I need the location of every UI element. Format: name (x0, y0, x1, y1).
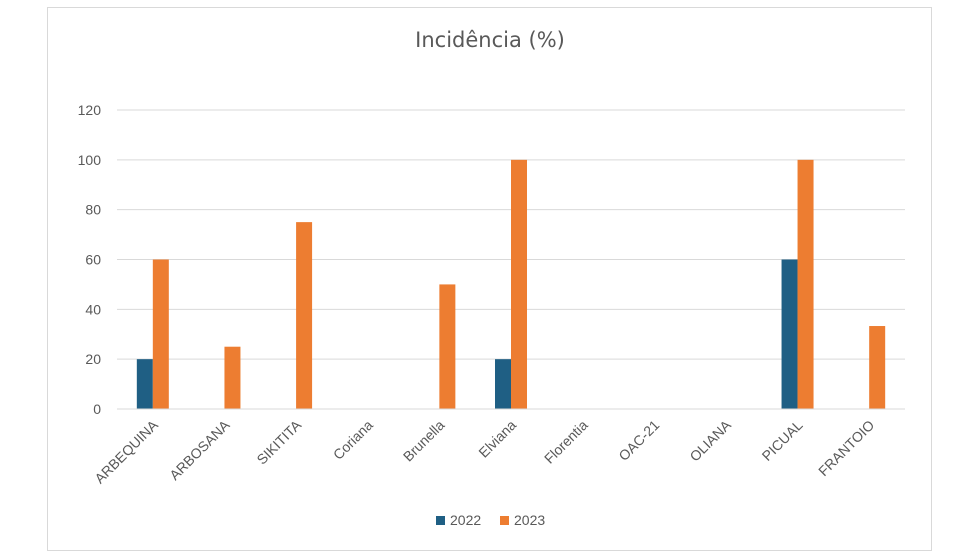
bar-2023-arbequina (152, 259, 169, 409)
x-tick-label: OLIANA (686, 416, 734, 464)
bar-2022-elviana (495, 359, 511, 409)
x-tick-label: Elviana (475, 417, 519, 461)
legend-swatch-2022 (436, 516, 445, 525)
bar-2022-picual (781, 259, 798, 409)
x-tick-label: SIKITITA (253, 416, 304, 467)
y-tick-label: 120 (78, 102, 102, 118)
y-tick-label: 60 (85, 252, 101, 268)
x-tick-label: PICUAL (759, 417, 806, 464)
bars (136, 159, 886, 409)
x-tick-label: ARBOSANA (166, 416, 233, 483)
x-tick-label: ARBEQUINA (91, 416, 161, 486)
legend: 2022 2023 (436, 512, 545, 528)
bar-2022-arbequina (136, 359, 153, 409)
y-tick-label: 20 (85, 351, 101, 367)
legend-swatch-2023 (500, 516, 509, 525)
y-tick-label: 80 (85, 202, 101, 218)
y-axis-ticks: 0 20 40 60 80 100 120 (78, 102, 102, 417)
x-tick-label: Coriana (330, 417, 376, 463)
x-axis-labels: ARBEQUINA ARBOSANA SIKITITA Coriana Brunella… (91, 416, 877, 486)
legend-label: 2023 (514, 512, 545, 528)
y-tick-label: 40 (85, 301, 101, 317)
y-tick-label: 100 (78, 152, 102, 168)
x-tick-label: FRANTOIO (815, 417, 877, 479)
chart-title: Incidência (%) (415, 28, 565, 52)
bar-2023-frantoio (869, 326, 886, 409)
bar-2023-brunella (439, 284, 456, 409)
x-tick-label: OAC-21 (615, 417, 662, 464)
x-tick-label: Brunella (400, 417, 448, 465)
bar-2023-sikitita (296, 222, 313, 409)
bar-2023-picual (797, 159, 814, 409)
y-tick-label: 0 (93, 401, 101, 417)
legend-label: 2022 (450, 512, 481, 528)
bar-2023-elviana (511, 159, 527, 409)
x-tick-label: Florentia (541, 417, 591, 467)
bar-2023-arbosana (224, 346, 241, 409)
